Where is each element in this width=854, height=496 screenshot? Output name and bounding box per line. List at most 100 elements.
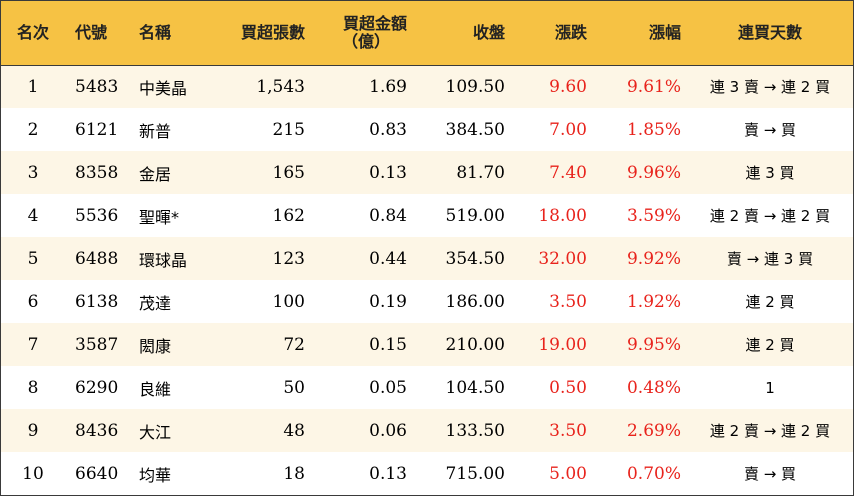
consecutive-days-cell: 連 2 買 xyxy=(745,336,795,354)
net-buy-amount-cell: 0.15 xyxy=(369,334,407,355)
name-cell: 閎康 xyxy=(139,336,172,356)
net-buy-amount-cell: 0.84 xyxy=(369,205,407,226)
table-row[interactable]: 1 5483 中美晶 1,543 1.69 109.50 9.60 9.61% 連 3 賣 → … xyxy=(1,65,853,108)
net-buy-amount-cell: 0.06 xyxy=(369,420,407,441)
table-body: 1 5483 中美晶 1,543 1.69 109.50 9.60 9.61% 連 3 賣 → … xyxy=(1,65,853,495)
net-buy-amount-cell: 0.13 xyxy=(369,463,407,484)
name-cell: 良維 xyxy=(139,379,172,399)
net-buy-lots-cell: 1,543 xyxy=(256,76,305,97)
name-cell: 環球晶 xyxy=(139,250,188,270)
close-price-cell: 109.50 xyxy=(445,76,505,97)
change-cell: 5.00 xyxy=(549,463,587,484)
header-consecutive-days[interactable]: 連買天數 xyxy=(687,1,853,66)
header-name[interactable]: 名稱 xyxy=(133,1,219,66)
code-cell: 8358 xyxy=(75,162,119,183)
rank-cell: 8 xyxy=(27,377,39,398)
table-row[interactable]: 2 6121 新普 215 0.83 384.50 7.00 1.85% 賣 → 買 xyxy=(1,108,853,151)
change-pct-cell: 9.95% xyxy=(626,334,681,355)
change-cell: 32.00 xyxy=(538,248,587,269)
net-buy-amount-cell: 1.69 xyxy=(369,76,407,97)
close-price-cell: 104.50 xyxy=(445,377,505,398)
net-buy-amount-cell: 0.05 xyxy=(369,377,407,398)
consecutive-days-cell: 連 3 買 xyxy=(745,164,795,182)
change-pct-cell: 1.92% xyxy=(626,291,681,312)
rank-cell: 10 xyxy=(22,463,44,484)
close-price-cell: 210.00 xyxy=(445,334,505,355)
change-pct-cell: 9.96% xyxy=(626,162,681,183)
change-cell: 7.40 xyxy=(549,162,587,183)
code-cell: 6290 xyxy=(75,377,119,398)
table-row[interactable]: 6 6138 茂達 100 0.19 186.00 3.50 1.92% 連 2 買 xyxy=(1,280,853,323)
net-buy-lots-cell: 100 xyxy=(272,291,305,312)
name-cell: 金居 xyxy=(139,164,172,184)
rank-cell: 1 xyxy=(27,76,39,97)
close-price-cell: 354.50 xyxy=(445,248,505,269)
code-cell: 6121 xyxy=(75,119,119,140)
net-buy-amount-cell: 0.44 xyxy=(369,248,407,269)
name-cell: 中美晶 xyxy=(139,78,188,98)
header-close[interactable]: 收盤 xyxy=(415,1,511,66)
code-cell: 6488 xyxy=(75,248,119,269)
consecutive-days-cell: 連 2 賣 → 連 2 買 xyxy=(709,207,831,225)
code-cell: 5483 xyxy=(75,76,119,97)
close-price-cell: 186.00 xyxy=(445,291,505,312)
change-cell: 3.50 xyxy=(549,420,587,441)
net-buy-lots-cell: 48 xyxy=(283,420,305,441)
table-row[interactable]: 7 3587 閎康 72 0.15 210.00 19.00 9.95% 連 2 買 xyxy=(1,323,853,366)
consecutive-days-cell: 連 2 買 xyxy=(745,293,795,311)
rank-cell: 6 xyxy=(27,291,39,312)
rank-cell: 5 xyxy=(27,248,39,269)
header-net-buy-amount[interactable]: 買超金額 （億） xyxy=(311,1,415,66)
net-buy-lots-cell: 50 xyxy=(283,377,305,398)
net-buy-amount-cell: 0.13 xyxy=(369,162,407,183)
header-code[interactable]: 代號 xyxy=(65,1,133,66)
code-cell: 6138 xyxy=(75,291,119,312)
header-change-pct[interactable]: 漲幅 xyxy=(599,1,687,66)
rank-cell: 3 xyxy=(27,162,39,183)
rank-cell: 9 xyxy=(27,420,39,441)
table-row[interactable]: 4 5536 聖暉* 162 0.84 519.00 18.00 3.59% 連 2 賣 → 連… xyxy=(1,194,853,237)
close-price-cell: 715.00 xyxy=(445,463,505,484)
header-net-buy-amount-line2: （億） xyxy=(341,31,390,51)
change-cell: 7.00 xyxy=(549,119,587,140)
header-change[interactable]: 漲跌 xyxy=(511,1,599,66)
change-pct-cell: 0.70% xyxy=(626,463,681,484)
table-row[interactable]: 3 8358 金居 165 0.13 81.70 7.40 9.96% 連 3 買 xyxy=(1,151,853,194)
table-row[interactable]: 10 6640 均華 18 0.13 715.00 5.00 0.70% 賣 → 買 xyxy=(1,452,853,495)
name-cell: 均華 xyxy=(139,465,172,485)
header-rank[interactable]: 名次 xyxy=(1,1,65,66)
code-cell: 6640 xyxy=(75,463,119,484)
code-cell: 5536 xyxy=(75,205,119,226)
net-buy-lots-cell: 72 xyxy=(283,334,305,355)
consecutive-days-cell: 賣 → 買 xyxy=(743,121,797,139)
code-cell: 3587 xyxy=(75,334,119,355)
consecutive-days-cell: 賣 → 買 xyxy=(743,465,797,483)
table-row[interactable]: 5 6488 環球晶 123 0.44 354.50 32.00 9.92% 賣 → 連 3 買 xyxy=(1,237,853,280)
change-cell: 3.50 xyxy=(549,291,587,312)
net-buy-lots-cell: 123 xyxy=(272,248,305,269)
close-price-cell: 133.50 xyxy=(445,420,505,441)
net-buy-lots-cell: 165 xyxy=(272,162,305,183)
consecutive-days-cell: 賣 → 連 3 買 xyxy=(726,250,814,268)
change-pct-cell: 1.85% xyxy=(626,119,681,140)
name-cell: 大江 xyxy=(139,422,172,442)
code-cell: 8436 xyxy=(75,420,119,441)
consecutive-days-cell: 連 3 賣 → 連 2 買 xyxy=(709,78,831,97)
change-pct-cell: 0.48% xyxy=(626,377,681,398)
name-cell: 茂達 xyxy=(139,293,172,313)
close-price-cell: 384.50 xyxy=(445,119,505,140)
net-buy-lots-cell: 215 xyxy=(272,119,305,140)
rank-cell: 4 xyxy=(27,205,39,226)
table-row[interactable]: 8 6290 良維 50 0.05 104.50 0.50 0.48% 1 xyxy=(1,366,853,409)
close-price-cell: 81.70 xyxy=(456,162,505,183)
table-row[interactable]: 9 8436 大江 48 0.06 133.50 3.50 2.69% 連 2 賣 → 連 2 … xyxy=(1,409,853,452)
change-pct-cell: 9.61% xyxy=(626,76,681,97)
change-cell: 0.50 xyxy=(549,377,587,398)
header-net-buy-lots[interactable]: 買超張數 xyxy=(219,1,311,66)
change-pct-cell: 2.69% xyxy=(626,420,681,441)
change-cell: 18.00 xyxy=(538,205,587,226)
change-cell: 19.00 xyxy=(538,334,587,355)
header-net-buy-amount-line1: 買超金額 xyxy=(342,13,407,33)
